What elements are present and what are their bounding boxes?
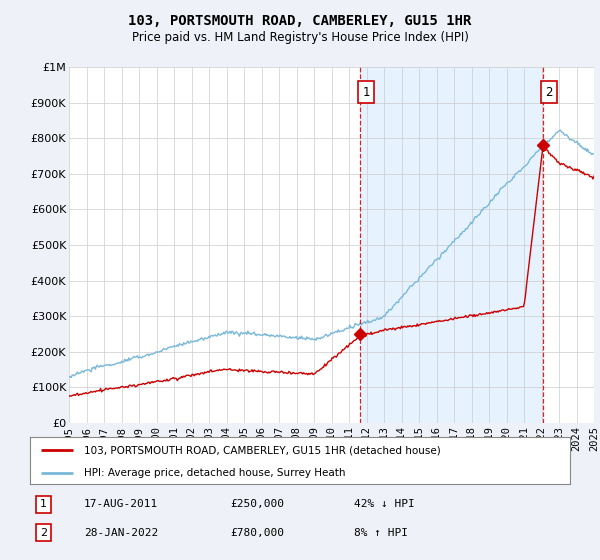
Text: 17-AUG-2011: 17-AUG-2011 [84, 499, 158, 509]
Text: 1: 1 [40, 499, 47, 509]
Text: 42% ↓ HPI: 42% ↓ HPI [354, 499, 415, 509]
Text: 2: 2 [545, 86, 553, 99]
Text: £250,000: £250,000 [230, 499, 284, 509]
Bar [360, 67, 543, 423]
Text: 103, PORTSMOUTH ROAD, CAMBERLEY, GU15 1HR (detached house): 103, PORTSMOUTH ROAD, CAMBERLEY, GU15 1H… [84, 445, 441, 455]
Text: Price paid vs. HM Land Registry's House Price Index (HPI): Price paid vs. HM Land Registry's House … [131, 31, 469, 44]
Text: 2: 2 [40, 528, 47, 538]
Text: 8% ↑ HPI: 8% ↑ HPI [354, 528, 408, 538]
Text: 1: 1 [362, 86, 370, 99]
Text: £780,000: £780,000 [230, 528, 284, 538]
Text: HPI: Average price, detached house, Surrey Heath: HPI: Average price, detached house, Surr… [84, 468, 346, 478]
Text: 103, PORTSMOUTH ROAD, CAMBERLEY, GU15 1HR: 103, PORTSMOUTH ROAD, CAMBERLEY, GU15 1H… [128, 14, 472, 28]
Text: 28-JAN-2022: 28-JAN-2022 [84, 528, 158, 538]
